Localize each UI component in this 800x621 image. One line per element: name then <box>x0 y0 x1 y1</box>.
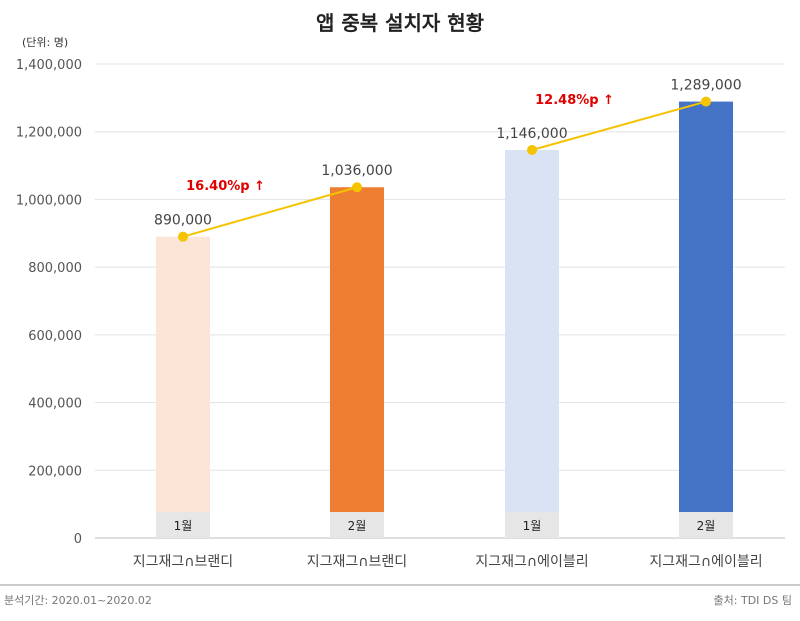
bar <box>505 149 559 539</box>
y-tick-label: 200,000 <box>28 464 82 479</box>
bar <box>679 101 733 539</box>
month-box <box>330 512 384 538</box>
month-label: 1월 <box>523 519 542 533</box>
x-category-label: 지그재그∩에이블리 <box>475 554 588 570</box>
trend-point <box>701 96 711 107</box>
y-tick-label: 1,200,000 <box>16 126 82 141</box>
growth-label: 12.48%p ↑ <box>535 93 614 108</box>
bar <box>156 236 210 538</box>
footer-period: 분석기간: 2020.01~2020.02 <box>4 594 152 607</box>
trend-line <box>182 186 358 238</box>
chart-title: 앱 중복 설치자 현황 <box>316 11 485 35</box>
footer-source: 출처: TDI DS 팀 <box>714 594 792 607</box>
unit-label: (단위: 명) <box>22 36 68 49</box>
y-tick-label: 400,000 <box>28 397 82 412</box>
trend-point <box>178 231 188 242</box>
x-axis: 지그재그∩브랜디 지그재그∩브랜디 지그재그∩에이블리 지그재그∩에이블리 <box>133 554 763 570</box>
trend-line <box>531 100 707 151</box>
month-label: 2월 <box>348 519 367 533</box>
x-category-label: 지그재그∩브랜디 <box>133 554 233 570</box>
value-label: 1,289,000 <box>670 78 741 94</box>
trend-point <box>527 144 537 155</box>
y-tick-label: 1,000,000 <box>16 193 82 208</box>
y-tick-label: 600,000 <box>28 329 82 344</box>
month-box <box>679 512 733 538</box>
value-label: 890,000 <box>154 213 212 229</box>
trend-point <box>352 182 362 193</box>
trend-lines: 16.40%p ↑ 12.48%p ↑ <box>178 93 711 242</box>
x-category-label: 지그재그∩브랜디 <box>307 554 407 570</box>
y-axis: 0 200,000 400,000 600,000 800,000 1,000,000 1,… <box>16 58 82 547</box>
month-label: 2월 <box>697 519 716 533</box>
month-label: 1월 <box>174 519 193 533</box>
y-tick-label: 1,400,000 <box>16 58 82 73</box>
x-category-label: 지그재그∩에이블리 <box>649 554 762 570</box>
bars: 1월 2월 1월 2월 <box>156 101 733 539</box>
month-box <box>156 512 210 538</box>
month-box <box>505 512 559 538</box>
bar <box>330 187 384 539</box>
y-tick-label: 0 <box>74 532 82 547</box>
value-labels: 890,000 1,036,000 1,146,000 1,289,000 <box>154 78 742 229</box>
value-label: 1,036,000 <box>321 163 392 179</box>
value-label: 1,146,000 <box>496 126 567 142</box>
y-tick-label: 800,000 <box>28 261 82 276</box>
growth-label: 16.40%p ↑ <box>186 179 265 194</box>
